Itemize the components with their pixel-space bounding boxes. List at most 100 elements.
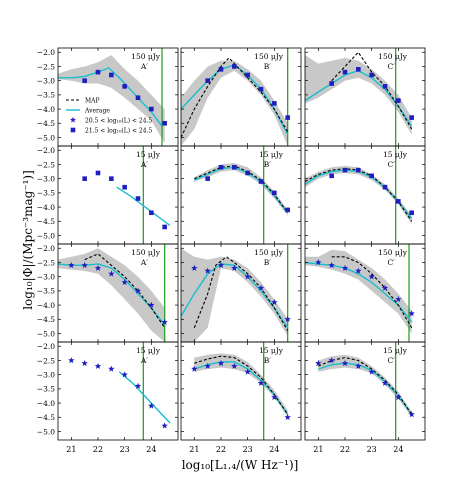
- uncertainty-band: [305, 165, 412, 225]
- data-point: [341, 359, 349, 367]
- x-tick-label: 22: [93, 445, 103, 454]
- data-point: [108, 365, 115, 372]
- map-line: [193, 256, 289, 331]
- data-point: [341, 264, 349, 271]
- data-point: [395, 394, 402, 401]
- data-point: [408, 310, 415, 317]
- data-point: [205, 78, 210, 83]
- data-point: [95, 69, 101, 75]
- y-tick-label: −5.0: [37, 231, 55, 240]
- field-label: A′: [140, 258, 148, 267]
- data-point: [148, 402, 155, 409]
- data-point: [396, 98, 401, 103]
- flux-label: 150 μJy: [131, 248, 161, 257]
- data-point: [381, 379, 389, 386]
- field-label: A′: [140, 356, 148, 365]
- data-point: [205, 176, 210, 181]
- y-tick-label: −4.0: [37, 105, 55, 114]
- data-point: [368, 368, 375, 375]
- data-point: [231, 264, 238, 271]
- x-tick-label: 22: [340, 445, 350, 454]
- y-tick-label: −4.0: [37, 301, 55, 310]
- uncertainty-band: [305, 249, 412, 334]
- data-point: [134, 287, 142, 294]
- data-point: [81, 359, 88, 367]
- flux-label: 150 μJy: [254, 248, 284, 257]
- field-label: A′: [140, 62, 148, 71]
- data-point: [272, 101, 277, 106]
- legend-star-swatch: [70, 116, 76, 123]
- data-point: [218, 67, 224, 72]
- x-tick-label: 23: [243, 445, 253, 454]
- data-point: [328, 261, 335, 269]
- panel-frame: [180, 145, 302, 245]
- data-point: [148, 301, 155, 308]
- data-point: [271, 298, 278, 305]
- average-line: [194, 166, 289, 214]
- average-line: [116, 186, 171, 227]
- field-label: C′: [388, 62, 396, 71]
- map-line: [84, 253, 166, 329]
- data-point: [409, 115, 414, 120]
- x-tick-label: 24: [393, 445, 403, 454]
- field-label: B′: [264, 160, 272, 169]
- legend-square-swatch: [70, 127, 76, 133]
- y-tick-label: −4.5: [37, 315, 55, 324]
- uncertainty-band: [194, 353, 288, 418]
- map-line: [181, 57, 289, 138]
- field-label: B′: [264, 258, 272, 267]
- y-tick-label: −2.5: [37, 258, 55, 267]
- data-point: [162, 120, 167, 126]
- average-line: [318, 362, 413, 415]
- data-point: [368, 273, 375, 280]
- data-point: [191, 365, 198, 372]
- field-label: C′: [388, 160, 396, 169]
- flux-label: 150 μJy: [378, 248, 408, 257]
- data-point: [356, 167, 361, 173]
- legend-entry: 21.5 < log₁₀(L) < 24.5: [85, 128, 152, 135]
- flux-label: 15 μJy: [383, 346, 408, 355]
- y-tick-label: −4.0: [37, 203, 55, 212]
- data-point: [108, 270, 115, 277]
- y-tick-label: −4.0: [37, 399, 55, 408]
- data-point: [122, 84, 127, 89]
- y-tick-label: −3.0: [37, 76, 55, 85]
- panel-frame: [304, 145, 426, 245]
- flux-label: 15 μJy: [259, 346, 284, 355]
- data-point: [355, 362, 362, 369]
- data-point: [328, 357, 335, 364]
- data-point: [272, 190, 277, 196]
- data-point: [218, 165, 224, 170]
- y-tick-label: −3.5: [37, 385, 55, 394]
- uncertainty-band: [305, 55, 412, 135]
- y-tick-label: −2.5: [37, 160, 55, 169]
- data-point: [149, 106, 154, 112]
- y-tick-label: −3.5: [37, 287, 55, 296]
- legend-entry: Average: [84, 108, 110, 115]
- data-point: [271, 394, 278, 401]
- average-line: [58, 67, 163, 127]
- data-point: [285, 207, 290, 213]
- data-point: [369, 173, 374, 179]
- data-point: [257, 284, 265, 291]
- y-tick-label: −4.5: [37, 413, 55, 422]
- data-point: [204, 362, 211, 369]
- map-line: [194, 165, 289, 214]
- data-point: [232, 64, 237, 69]
- data-point: [81, 261, 88, 269]
- data-point: [82, 176, 87, 181]
- data-point: [329, 173, 334, 179]
- data-point: [285, 115, 290, 120]
- data-point: [232, 165, 237, 170]
- x-tick-label: 21: [66, 445, 76, 454]
- y-tick-label: −2.0: [37, 342, 55, 351]
- y-tick-label: −3.0: [37, 174, 55, 183]
